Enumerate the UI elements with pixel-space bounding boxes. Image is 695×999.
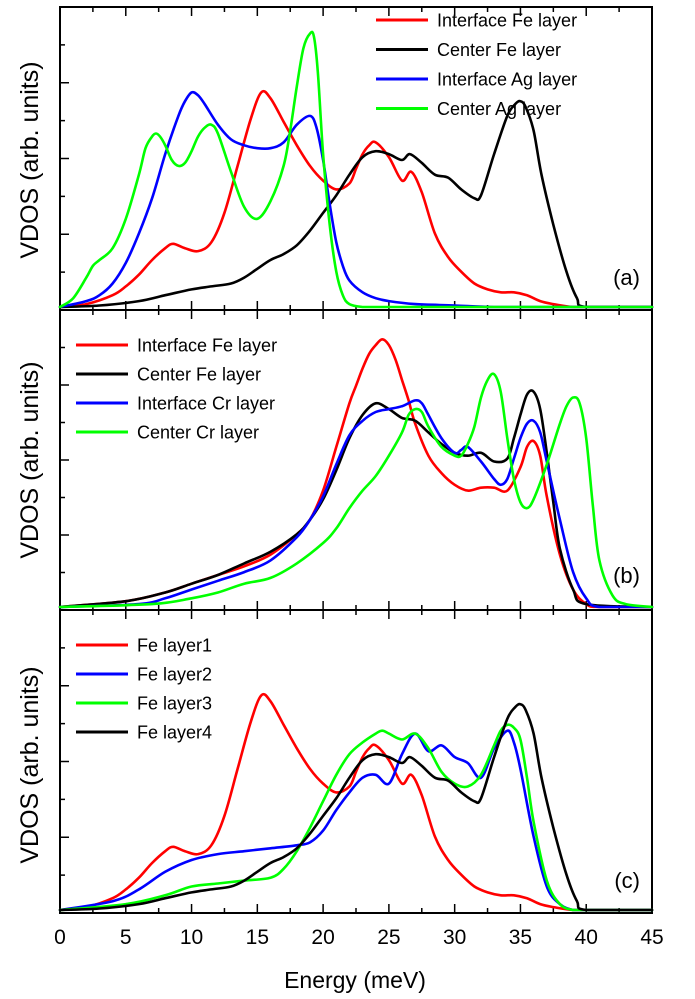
panel-a-series-1-line [58,89,654,309]
panel-c-legend: Fe layer1 Fe layer2 Fe layer3 Fe layer4 [76,636,212,743]
x-tick-label: 10 [180,926,203,949]
panel-a-series-2-line [58,99,654,309]
panel-a-legend-label: Interface Fe layer [437,11,577,31]
x-tick-label: 15 [246,926,269,949]
panel-b-label: (b) [613,563,640,588]
x-tick-label: 20 [311,926,334,949]
panel-c-series-2-line [58,729,654,912]
panel-c-series-3-line [58,723,654,912]
panel-a: VDOS (arb. units) (a) Interface Fe layer… [16,11,640,291]
panel-b-legend-label: Center Fe layer [137,365,261,385]
panel-b-legend-label: Center Cr layer [137,423,259,443]
x-tick-label: 5 [120,926,132,949]
x-axis-label: Energy (meV) [284,967,426,993]
panel-a-legend: Interface Fe layer Center Fe layer Interfa… [376,11,577,119]
panel-b-legend: Interface Fe layer Center Fe layer Interfa… [76,336,277,443]
x-tick-labels: 0 5 10 15 20 25 30 35 40 45 [54,926,664,949]
panel-b: VDOS (arb. units) (b) Interface Fe layer… [16,336,640,589]
panel-c-ylabel: VDOS (arb. units) [16,666,44,863]
panel-c-legend-label: Fe layer1 [137,636,212,656]
panel-c: VDOS (arb. units) (c) Fe layer1 Fe layer2… [16,636,640,894]
panel-a-series-4-line [58,30,654,309]
x-tick-label: 40 [575,926,598,949]
panel-a-legend-label: Center Ag layer [437,99,561,119]
panel-b-legend-label: Interface Cr layer [137,394,275,414]
panel-a-label: (a) [613,265,640,290]
panel-a-series-3-line [58,90,654,309]
panel-c-legend-label: Fe layer4 [137,723,212,743]
x-tick-label: 25 [377,926,400,949]
panel-c-legend-label: Fe layer3 [137,694,212,714]
panel-b-series-4-line [58,372,654,609]
panel-c-legend-label: Fe layer2 [137,665,212,685]
x-tick-label: 0 [54,926,66,949]
panel-a-legend-label: Center Fe layer [437,40,561,60]
panel-a-legend-label: Interface Ag layer [437,70,577,90]
panel-c-label: (c) [614,868,640,893]
panel-b-series-3-line [58,398,654,609]
panel-b-legend-label: Interface Fe layer [137,336,277,356]
x-tick-label: 45 [640,926,663,949]
panel-b-series-2-line [58,389,654,609]
panel-b-series-1-line [58,338,654,609]
panel-c-series-4-line [58,702,654,912]
x-tick-label: 30 [443,926,466,949]
x-tick-label: 35 [509,926,532,949]
panel-b-ylabel: VDOS (arb. units) [16,361,44,558]
panel-a-ylabel: VDOS (arb. units) [16,61,44,258]
panel-c-series-1-line [58,692,654,912]
